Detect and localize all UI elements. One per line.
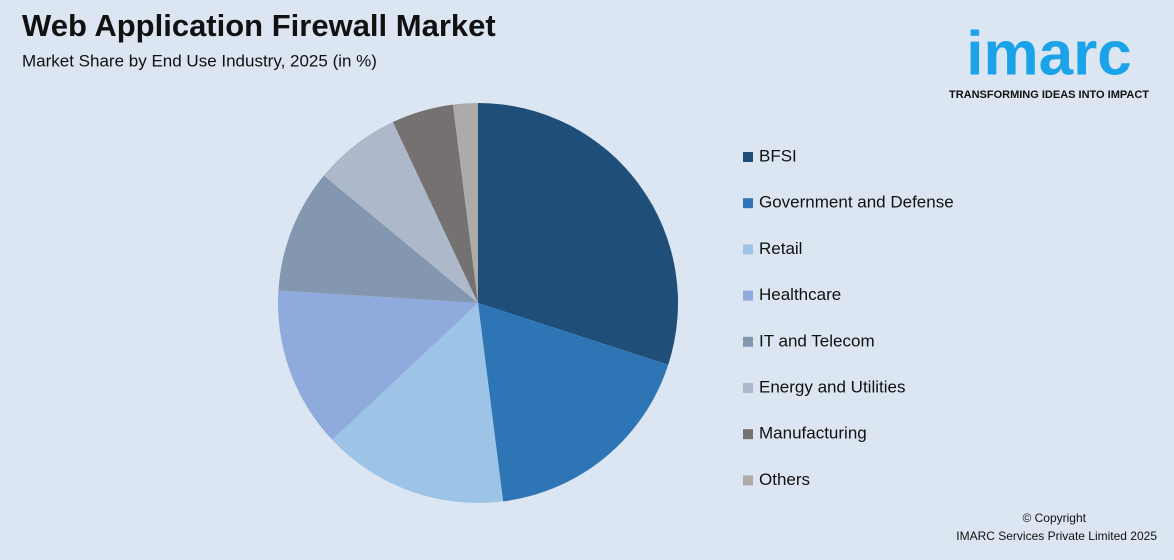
pie-slice — [478, 303, 669, 502]
legend-swatch — [743, 429, 753, 440]
legend-label: Manufacturing — [759, 424, 867, 443]
chart-subtitle: Market Share by End Use Industry, 2025 (… — [22, 51, 377, 70]
legend-swatch — [743, 383, 753, 393]
legend-label: Energy and Utilities — [759, 377, 905, 396]
legend-swatch — [743, 290, 753, 301]
chart-title: Web Application Firewall Market — [22, 8, 496, 43]
logo: imarc — [966, 19, 1131, 88]
pie-slice — [332, 303, 504, 503]
legend-label: Others — [759, 470, 810, 489]
legend-swatch — [743, 198, 753, 209]
legend-swatch — [743, 152, 753, 162]
legend-label: Healthcare — [759, 285, 841, 304]
pie-slice — [392, 104, 478, 303]
pie-slice — [323, 122, 478, 303]
pie-slice — [278, 175, 478, 303]
pie-slice — [478, 103, 679, 365]
legend-label: BFSI — [759, 146, 797, 165]
legend-swatch — [743, 336, 753, 347]
legend-swatch — [743, 475, 753, 486]
legend-label: Retail — [759, 239, 802, 258]
tagline: TRANSFORMING IDEAS INTO IMPACT — [949, 89, 1149, 101]
copyright: © Copyright — [1022, 511, 1086, 525]
company: IMARC Services Private Limited 2025 — [956, 529, 1157, 543]
legend-swatch — [743, 244, 753, 255]
legend-label: IT and Telecom — [759, 331, 875, 350]
legend-label: Government and Defense — [759, 193, 954, 212]
pie-slice — [277, 290, 478, 440]
pie-slice — [452, 103, 478, 303]
